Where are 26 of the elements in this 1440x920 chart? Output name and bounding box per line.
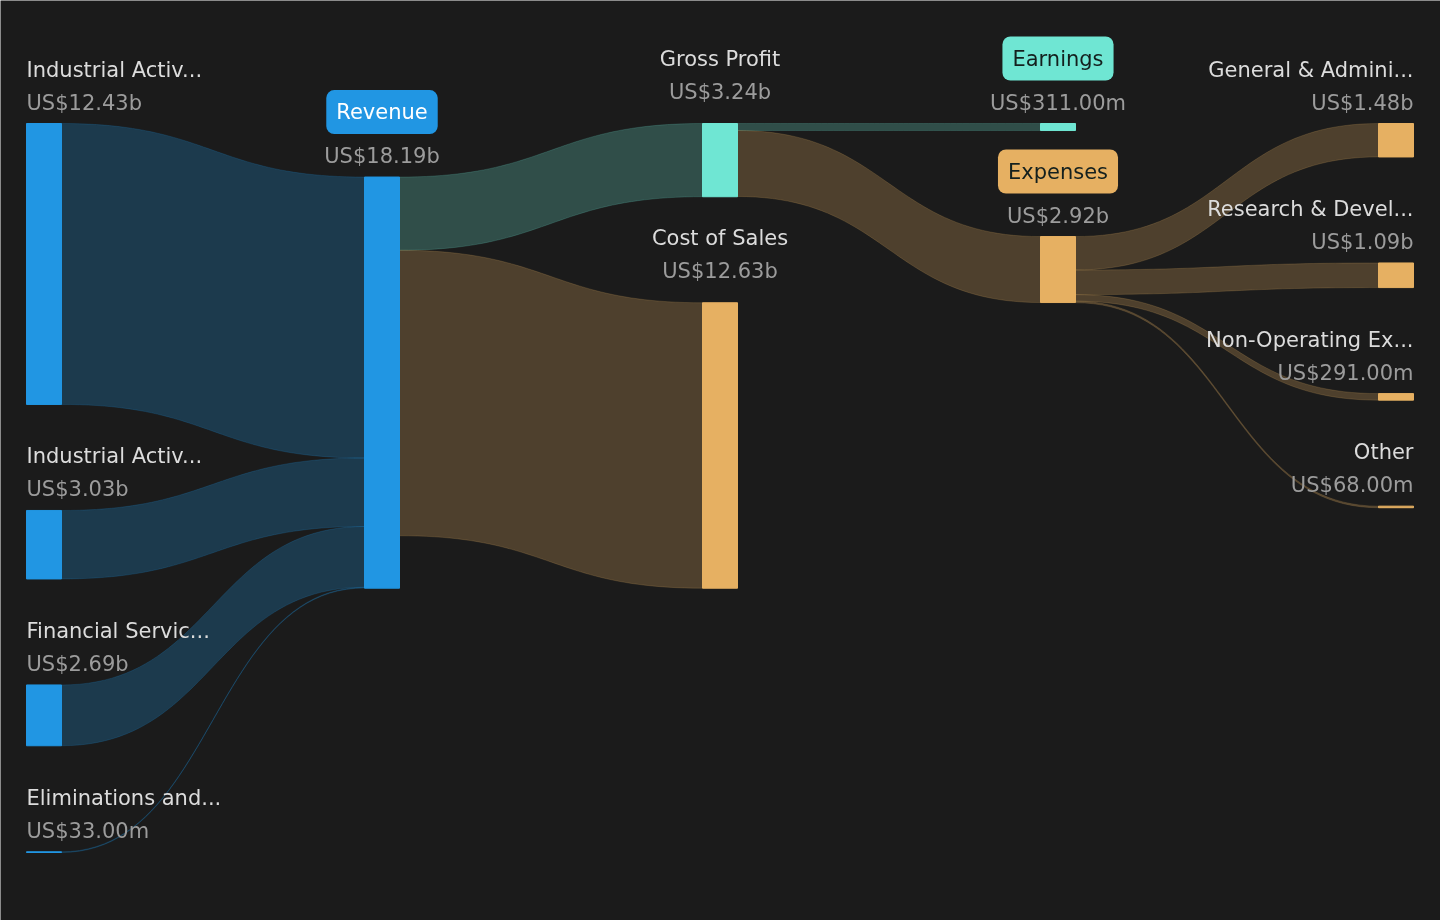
category-label: Eliminations and... [26,785,222,810]
data-label: US$2.69b [26,651,129,676]
category-label: Revenue [336,100,428,125]
category-label: Research & Devel... [1207,196,1414,221]
category-label: General & Admini... [1208,57,1414,82]
data-label: US$311.00m [990,90,1126,115]
category-label: Expenses [1007,159,1109,184]
data-label: US$18.19b [324,144,440,169]
category-label: Earnings [1012,46,1104,71]
data-label: US$291.00m [1277,360,1414,385]
data-label: US$2.92b [1006,203,1110,228]
data-label: US$12.43b [26,90,143,115]
data-label: US$68.00m [1290,473,1414,498]
data-label: US$3.03b [26,477,129,502]
data-label: US$1.09b [1311,229,1414,254]
data-label: US$33.00m [26,818,150,843]
category-label: Cost of Sales [651,225,789,250]
category-label: Non-Operating Ex... [1206,327,1414,352]
data-label: US$12.63b [662,258,778,283]
category-label: Financial Servic... [26,618,210,643]
category-label: Industrial Activ... [26,444,203,469]
data-label: US$3.24b [668,79,772,104]
category-label: Industrial Activ... [26,57,203,82]
category-label: Gross Profit [659,46,781,71]
data-label: US$1.48b [1311,90,1414,115]
category-label: Other [1353,440,1414,465]
